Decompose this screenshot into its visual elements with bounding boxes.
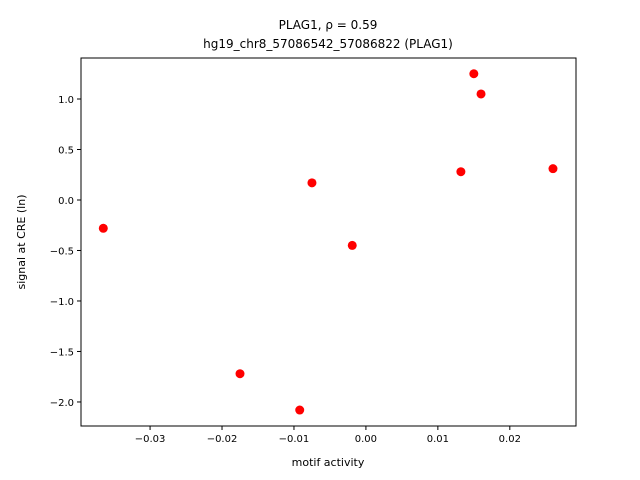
- plot-frame: [80, 57, 577, 427]
- point: [307, 178, 317, 188]
- x-tick-label: −0.01: [279, 434, 310, 445]
- x-tick-label: 0.01: [427, 434, 449, 445]
- x-axis-label: motif activity: [292, 456, 365, 469]
- y-tick-label: 0.0: [58, 196, 74, 207]
- y-tick-label: −1.5: [50, 347, 74, 358]
- y-tick-label: 0.5: [58, 145, 74, 156]
- point: [347, 240, 357, 250]
- chart-title: PLAG1, ρ = 0.59: [279, 18, 378, 32]
- y-tick-label: 1.0: [58, 95, 74, 106]
- point: [98, 223, 108, 233]
- y-tick-label: −0.5: [50, 246, 74, 257]
- y-tick-label: −1.0: [50, 297, 74, 308]
- y-tick-label: −2.0: [50, 398, 74, 409]
- x-tick-label: −0.02: [207, 434, 238, 445]
- point: [469, 69, 479, 79]
- chart-subtitle: hg19_chr8_57086542_57086822 (PLAG1): [203, 37, 453, 51]
- x-tick-label: −0.03: [135, 434, 166, 445]
- x-tick-label: 0.02: [499, 434, 521, 445]
- x-tick-label: 0.00: [355, 434, 377, 445]
- y-axis-label: signal at CRE (ln): [15, 195, 28, 290]
- point: [456, 167, 466, 177]
- point: [548, 164, 558, 174]
- point: [235, 369, 245, 379]
- point: [295, 405, 305, 415]
- point: [476, 89, 486, 99]
